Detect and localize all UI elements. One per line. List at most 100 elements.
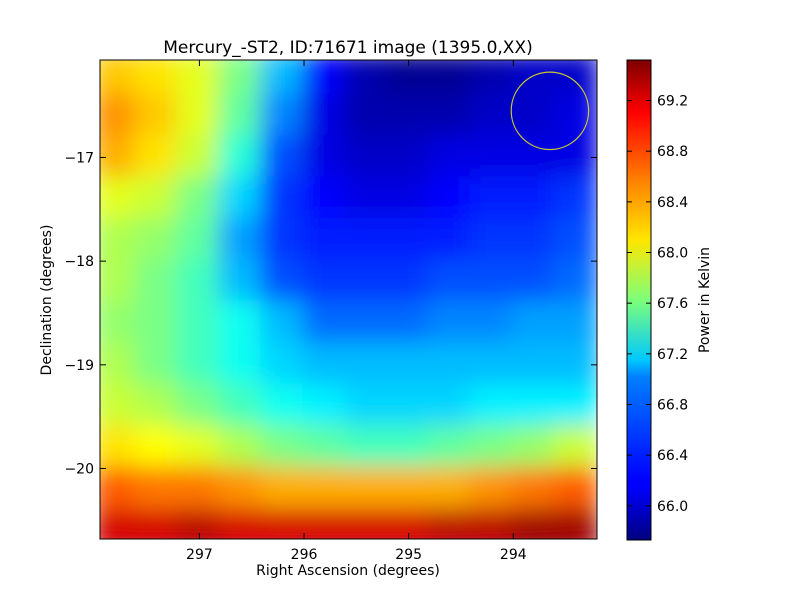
heatmap-cell [427,93,474,139]
x-tick-label: 297 [186,547,213,563]
heatmap-cell [427,217,474,264]
heatmap-cell [385,466,432,512]
heatmap-cell [260,300,307,347]
heatmap-cell [385,217,432,264]
heatmap-cell [511,466,558,512]
heatmap-cell [302,60,348,98]
heatmap-cell [553,507,597,539]
heatmap-cell [218,383,265,430]
heatmap-cell [100,507,139,539]
heatmap-cell [218,425,265,471]
heatmap-cell [100,383,139,430]
heatmap-cell [176,176,223,222]
heatmap-cell [469,383,516,430]
heatmap-cell [176,342,223,388]
x-axis-label: Right Ascension (degrees) [256,563,440,579]
heatmap-cell [218,134,265,181]
heatmap-cell [385,425,432,471]
heatmap-cell [218,93,265,139]
x-tick-label: 295 [395,547,422,563]
heatmap-cell [553,134,597,181]
heatmap-cell [176,60,223,98]
heatmap-cell [553,217,597,264]
heatmap-cell [553,383,597,430]
colorbar-ticks: 66.0 66.4 66.8 67.2 67.6 68.0 68.4 68.8 69.2 [627,94,688,515]
heatmap-cell [100,300,139,347]
heatmap-cell [176,259,223,305]
colorbar-tick-label: 68.4 [657,195,688,211]
heatmap-cell [176,300,223,347]
x-axis-ticks: 297 296 295 294 [186,60,527,563]
heatmap-cell [511,383,558,430]
heatmap-cell [469,176,516,222]
colorbar-tick-label: 68.0 [657,246,688,262]
heatmap-cell [218,259,265,305]
heatmap-cell [385,342,432,388]
heatmap-cell [553,466,597,512]
colorbar [626,59,652,541]
heatmap-cell [176,425,223,471]
heatmap-cell [302,466,348,512]
heatmap-cell [385,134,432,181]
heatmap-cell [134,466,181,512]
colorbar-label: Power in Kelvin [697,247,713,353]
heatmap-cell [343,176,390,222]
heatmap-cell [134,134,181,181]
heatmap-cell [100,259,139,305]
heatmap-cell [302,134,348,181]
heatmap-cell [469,342,516,388]
colorbar-tick-label: 68.8 [657,144,688,160]
heatmap-cell [511,507,558,539]
heatmap-cell [302,425,348,471]
heatmap-cell [469,425,516,471]
heatmap-cell [302,176,348,222]
heatmap-cell [218,176,265,222]
heatmap-cell [427,466,474,512]
heatmap-cell [343,425,390,471]
heatmap-image [100,60,597,539]
y-axis-ticks: −17 −18 −19 −20 [64,150,597,477]
heatmap-cell [100,176,139,222]
heatmap-cell [553,93,597,139]
heatmap-cell [553,176,597,222]
heatmap-cell [385,93,432,139]
heatmap-cell [176,134,223,181]
heatmap-cell [511,259,558,305]
heatmap-cell [553,259,597,305]
heatmap-cell [134,425,181,471]
heatmap-cell [511,60,558,98]
heatmap-cell [427,134,474,181]
heatmap-cell [218,217,265,264]
heatmap-cell [260,134,307,181]
heatmap-cell [511,300,558,347]
heatmap-cell [343,342,390,388]
beam-circle [510,71,590,151]
chart-title: Mercury_-ST2, ID:71671 image (1395.0,XX) [163,38,532,58]
heatmap-cell [260,217,307,264]
heatmap-cell [427,176,474,222]
heatmap-cell [343,466,390,512]
x-tick-label: 294 [500,547,527,563]
heatmap-cell [218,466,265,512]
heatmap-cell [427,259,474,305]
colorbar-tick-label: 66.0 [657,499,688,515]
colorbar-tick-label: 67.2 [657,347,688,363]
heatmap-cell [343,300,390,347]
heatmap-cell [553,342,597,388]
heatmap-cell [511,176,558,222]
heatmap-cell [134,176,181,222]
heatmap-cell [343,60,390,98]
y-tick-label: −20 [64,461,94,477]
heatmap-cell [176,93,223,139]
heatmap-cell [100,425,139,471]
heatmap-cell [385,60,432,98]
heatmap-cell [100,342,139,388]
heatmap-cell [260,342,307,388]
heatmap-cell [134,60,181,98]
heatmap-cell [511,134,558,181]
heatmap-cell [343,507,390,539]
heatmap-cell [176,466,223,512]
heatmap-cell [134,93,181,139]
heatmap-cell [511,217,558,264]
